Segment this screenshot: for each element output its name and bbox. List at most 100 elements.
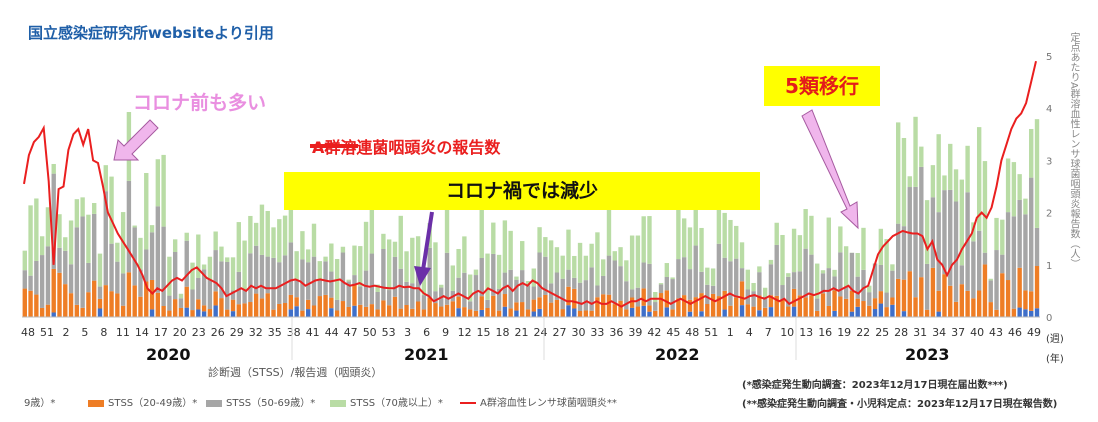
stss-bar-segment	[410, 237, 415, 284]
stss-bar-segment	[22, 288, 27, 317]
stss-bar-segment	[826, 268, 831, 306]
stss-bar-segment	[1034, 119, 1040, 228]
stss-bar-segment	[219, 261, 224, 299]
stss-bar-segment	[502, 272, 508, 295]
stss-bar-segment	[225, 257, 230, 262]
stss-bar-segment	[577, 282, 583, 311]
stss-bar-segment	[109, 291, 114, 317]
stss-bar-segment	[410, 308, 415, 317]
stss-bar-segment	[641, 288, 646, 306]
stss-bar-segment	[207, 309, 213, 317]
stss-bar-segment	[485, 299, 490, 308]
x-tick-label: 45	[666, 326, 680, 339]
stss-bar-segment	[658, 284, 664, 294]
stss-bar-segment	[653, 292, 658, 303]
x-unit-year: (年)	[1046, 354, 1064, 365]
stss-bar-segment	[664, 276, 670, 291]
stss-bar-segment	[387, 305, 392, 317]
stss-bar-segment	[271, 227, 276, 258]
stss-bar-segment	[664, 290, 670, 308]
stss-bar-segment	[768, 264, 774, 296]
stss-bar-segment	[843, 298, 849, 317]
stss-bar-segment	[63, 284, 68, 317]
stss-bar-segment	[219, 246, 224, 262]
x-tick-label: 47	[344, 326, 358, 339]
stss-bar-segment	[236, 304, 241, 317]
stss-bar-segment	[196, 299, 201, 310]
stss-bar-segment	[687, 299, 693, 312]
stss-bar-segment	[745, 304, 750, 317]
stss-bar-segment	[577, 242, 583, 283]
stss-bar-segment	[352, 305, 357, 317]
stss-bar-segment	[248, 215, 253, 254]
stss-bar-segment	[456, 277, 461, 297]
stss-bar-segment	[693, 196, 698, 246]
stss-bar-segment	[612, 251, 617, 261]
stss-bar-segment	[797, 271, 803, 296]
stss-bar-segment	[358, 286, 363, 305]
stss-bar-segment	[352, 275, 357, 285]
stss-bar-segment	[762, 307, 768, 317]
x-tick-label: 27	[553, 326, 567, 339]
stss-bar-segment	[520, 241, 525, 271]
stss-bar-segment	[502, 220, 508, 273]
stss-bar-segment	[774, 295, 779, 317]
stss-bar-segment	[92, 213, 97, 281]
stss-bar-segment	[392, 256, 398, 297]
stss-bar-segment	[294, 251, 299, 281]
stss-bar-segment	[294, 280, 299, 298]
x-tick-label: 15	[477, 326, 491, 339]
stss-bar-segment	[115, 293, 120, 317]
stss-bar-segment	[329, 271, 334, 298]
stss-bar-segment	[884, 292, 889, 308]
stss-bar-segment	[467, 301, 473, 310]
stss-bar-segment	[462, 307, 467, 317]
stss-bar-segment	[780, 285, 785, 300]
x-unit-week: (週)	[1046, 334, 1064, 345]
stss-bar-segment	[843, 286, 849, 299]
stss-bar-segment	[670, 309, 675, 317]
stss-bar-segment	[919, 166, 924, 278]
stss-bar-segment	[167, 295, 172, 311]
stss-bar-segment	[762, 296, 768, 308]
stss-bar-segment	[288, 242, 294, 295]
stss-bar-segment	[890, 297, 895, 305]
stss-bar-segment	[531, 299, 536, 312]
stss-bar-segment	[300, 259, 305, 311]
stss-bar-segment	[705, 284, 710, 305]
stss-bar-segment	[68, 264, 74, 294]
stss-bar-segment	[809, 215, 814, 255]
stss-bar-segment	[271, 309, 276, 317]
stss-bar-segment	[375, 291, 380, 310]
stss-bar-segment	[415, 301, 421, 317]
stss-bar-segment	[953, 201, 959, 302]
stss-bar-segment	[577, 311, 583, 317]
stss-bar-segment	[311, 223, 317, 257]
stss-bar-segment	[872, 309, 878, 317]
stss-bar-segment	[456, 308, 461, 317]
stss-bar-segment	[560, 309, 565, 317]
stss-bar-segment	[404, 251, 409, 282]
stss-bar-segment	[624, 260, 629, 282]
stss-bar-segment	[531, 286, 536, 300]
x-tick-label: 2	[63, 326, 70, 339]
stss-bar-segment	[832, 276, 837, 291]
stss-bar-segment	[606, 294, 612, 317]
stss-bar-segment	[537, 297, 542, 309]
stss-bar-segment	[820, 273, 826, 294]
legend-item-orange: STSS（20-49歳）*	[88, 394, 197, 409]
stss-bar-segment	[670, 277, 675, 280]
stss-bar-segment	[681, 257, 687, 296]
stss-bar-segment	[369, 209, 375, 254]
stss-bar-segment	[450, 301, 455, 317]
stss-bar-segment	[930, 267, 936, 317]
stss-bar-segment	[612, 260, 617, 305]
stss-bar-segment	[664, 263, 670, 277]
legend-swatch	[88, 399, 104, 407]
stss-bar-segment	[253, 293, 259, 317]
stss-bar-segment	[1000, 219, 1005, 255]
stss-bar-segment	[1017, 267, 1022, 308]
stss-bar-segment	[282, 255, 288, 304]
stss-bar-segment	[734, 225, 739, 259]
x-tick-label: 38	[287, 326, 301, 339]
